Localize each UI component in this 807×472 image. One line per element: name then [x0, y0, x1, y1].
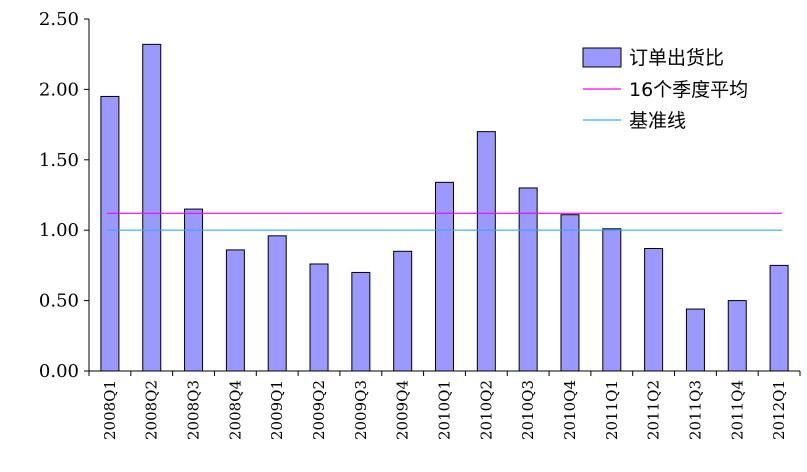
- bar-2010Q1: [435, 181, 454, 372]
- y-tick-label: 2.50: [39, 9, 79, 30]
- bar-2011Q1: [602, 228, 622, 372]
- bar-2008Q3: [184, 208, 204, 372]
- x-tick-label: 2009Q3: [352, 380, 370, 440]
- bar-2008Q4: [225, 249, 245, 372]
- legend-label: 订单出货比: [629, 47, 724, 69]
- bar-2011Q3: [685, 308, 705, 372]
- y-tick-label: 2.00: [39, 79, 79, 100]
- bar-2010Q4: [560, 214, 580, 372]
- legend-label: 基准线: [629, 110, 686, 132]
- bar-2008Q2: [142, 43, 162, 372]
- x-tick-label: 2010Q3: [519, 380, 537, 440]
- bar-2009Q2: [309, 263, 329, 372]
- x-tick-label: 2011Q3: [686, 380, 704, 440]
- x-tick-label: 2009Q2: [310, 380, 328, 440]
- x-tick-label: 2010Q2: [477, 380, 495, 440]
- x-tick-label: 2011Q2: [645, 380, 663, 440]
- x-tick-label: 2008Q3: [185, 380, 203, 440]
- x-tick-label: 2009Q4: [394, 380, 412, 440]
- legend-label: 16个季度平均: [629, 79, 748, 101]
- x-tick-label: 2010Q1: [436, 380, 454, 440]
- bar-2010Q2: [476, 131, 496, 372]
- x-tick-label: 2008Q4: [226, 380, 244, 440]
- y-tick-label: 1.00: [39, 220, 79, 241]
- plot-area: 0.00 0.50 1.00 1.50 2.00 2.50 2008Q1 2008Q2 2008…: [39, 9, 801, 440]
- x-tick-label: 2011Q1: [603, 380, 621, 440]
- y-tick-label: 1.50: [39, 150, 79, 171]
- bar-2011Q2: [644, 248, 664, 372]
- y-tick-label: 0.50: [39, 291, 79, 312]
- bar-2011Q4: [727, 300, 747, 372]
- x-tick-label: 2008Q2: [143, 380, 161, 440]
- bar-2008Q1: [100, 95, 120, 372]
- x-tick-label: 2010Q4: [561, 380, 579, 440]
- bar-2009Q3: [351, 271, 371, 372]
- x-tick-label: 2012Q1: [770, 380, 788, 440]
- x-tick-label: 2011Q4: [728, 380, 746, 440]
- bar-2010Q3: [518, 187, 538, 372]
- bar-2012Q1: [769, 264, 789, 372]
- x-tick-label: 2009Q1: [268, 380, 286, 440]
- y-tick-label: 0.00: [39, 361, 79, 382]
- bar-2009Q4: [393, 250, 413, 372]
- legend-swatch-bar: [582, 47, 622, 68]
- bar-2009Q1: [267, 235, 287, 372]
- x-tick-label: 2008Q1: [101, 380, 119, 440]
